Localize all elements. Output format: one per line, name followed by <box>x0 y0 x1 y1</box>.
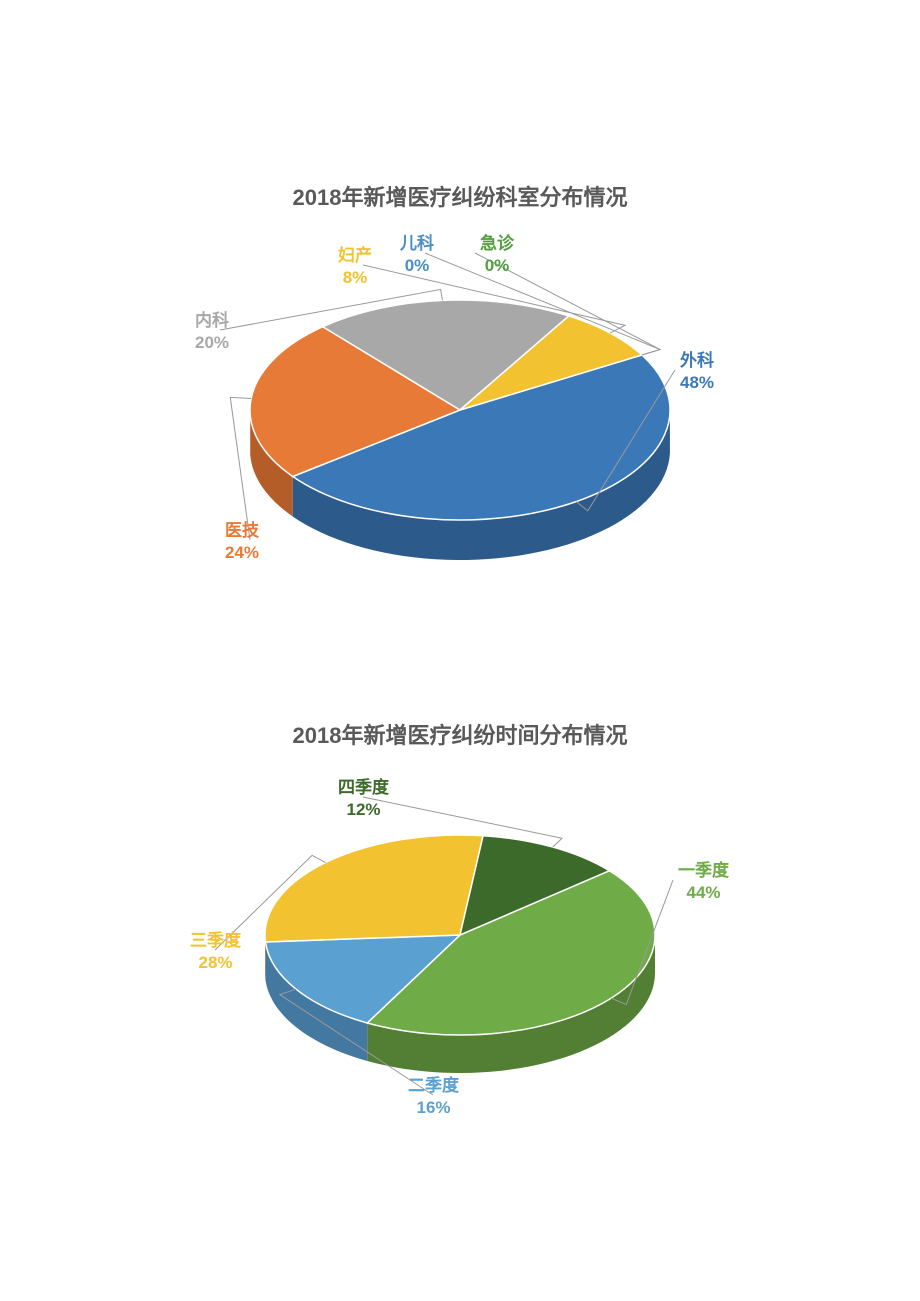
slice-label-name: 四季度 <box>338 777 389 799</box>
slice-label: 儿科0% <box>400 233 434 277</box>
leader-line <box>230 397 251 540</box>
slice-label: 二季度16% <box>408 1075 459 1119</box>
slice-label-name: 妇产 <box>338 245 372 267</box>
slice-label-name: 二季度 <box>408 1075 459 1097</box>
charts-svg <box>0 0 920 1301</box>
slice-label-name: 三季度 <box>190 930 241 952</box>
slice-label-name: 急诊 <box>480 233 514 255</box>
slice-label: 急诊0% <box>480 233 514 277</box>
slice-label-pct: 0% <box>480 255 514 277</box>
slice-label: 一季度44% <box>678 860 729 904</box>
slice-label-name: 医技 <box>225 520 259 542</box>
slice-label: 医技24% <box>225 520 259 564</box>
slice-label: 三季度28% <box>190 930 241 974</box>
slice-label-pct: 16% <box>408 1097 459 1119</box>
slice-label-pct: 12% <box>338 799 389 821</box>
slice-label-pct: 44% <box>678 882 729 904</box>
slice-label-name: 儿科 <box>400 233 434 255</box>
slice-label-pct: 8% <box>338 267 372 289</box>
pie-slice-top <box>265 835 483 942</box>
slice-label-name: 外科 <box>680 350 714 372</box>
slice-label: 四季度12% <box>338 777 389 821</box>
slice-label-pct: 20% <box>195 332 229 354</box>
slice-label-pct: 48% <box>680 372 714 394</box>
slice-label-pct: 24% <box>225 542 259 564</box>
slice-label: 外科48% <box>680 350 714 394</box>
slice-label-pct: 28% <box>190 952 241 974</box>
slice-label-name: 内科 <box>195 310 229 332</box>
slice-label: 妇产8% <box>338 245 372 289</box>
slice-label-name: 一季度 <box>678 860 729 882</box>
slice-label: 内科20% <box>195 310 229 354</box>
slice-label-pct: 0% <box>400 255 434 277</box>
